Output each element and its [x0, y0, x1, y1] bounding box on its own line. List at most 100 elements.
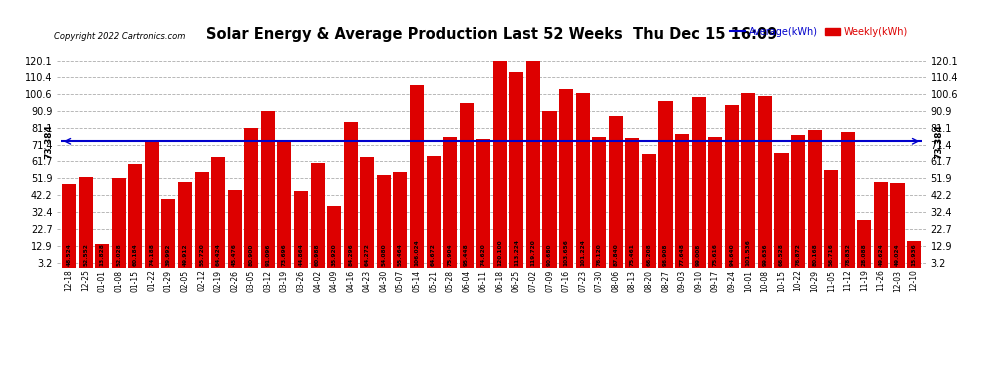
Bar: [692, 97, 706, 268]
Bar: [327, 206, 342, 268]
Bar: [228, 189, 242, 268]
Bar: [626, 138, 640, 268]
Text: 95.448: 95.448: [464, 243, 469, 266]
Bar: [509, 72, 524, 268]
Text: 87.840: 87.840: [613, 243, 619, 266]
Bar: [112, 178, 126, 268]
Text: 64.424: 64.424: [216, 243, 221, 266]
Text: 48.524: 48.524: [66, 243, 71, 266]
Text: 99.008: 99.008: [696, 243, 701, 266]
Text: 77.648: 77.648: [679, 243, 684, 266]
Bar: [841, 132, 854, 268]
Text: 55.464: 55.464: [398, 243, 403, 266]
Bar: [393, 172, 408, 268]
Text: 76.120: 76.120: [597, 243, 602, 266]
Bar: [642, 154, 656, 268]
Text: 101.536: 101.536: [745, 238, 750, 266]
Text: 75.904: 75.904: [447, 243, 452, 266]
Text: 113.224: 113.224: [514, 238, 519, 266]
Text: 96.908: 96.908: [663, 243, 668, 266]
Text: 120.100: 120.100: [497, 239, 502, 266]
Text: 73.696: 73.696: [282, 243, 287, 266]
Text: 60.184: 60.184: [133, 243, 138, 266]
Text: 74.620: 74.620: [481, 243, 486, 266]
Bar: [129, 164, 143, 268]
Text: 49.624: 49.624: [878, 243, 883, 266]
Bar: [559, 89, 573, 268]
Text: 60.988: 60.988: [315, 243, 320, 266]
Text: 13.828: 13.828: [100, 243, 105, 266]
Bar: [178, 182, 192, 268]
Bar: [824, 170, 839, 268]
Bar: [874, 182, 888, 268]
Bar: [526, 61, 540, 268]
Bar: [493, 60, 507, 268]
Bar: [145, 140, 159, 268]
Text: 74.188: 74.188: [149, 243, 154, 266]
Bar: [360, 157, 374, 268]
Text: 44.864: 44.864: [299, 243, 304, 266]
Text: 64.672: 64.672: [431, 243, 436, 266]
Bar: [260, 111, 275, 268]
Bar: [658, 100, 672, 268]
Text: 66.208: 66.208: [646, 243, 651, 266]
Bar: [311, 163, 325, 268]
Bar: [791, 135, 805, 268]
Text: 76.872: 76.872: [796, 243, 801, 266]
Text: 66.528: 66.528: [779, 243, 784, 266]
Text: 15.936: 15.936: [912, 243, 917, 266]
Bar: [444, 137, 457, 268]
Text: 91.096: 91.096: [265, 243, 270, 266]
Bar: [277, 141, 291, 268]
Text: 28.088: 28.088: [862, 243, 867, 266]
Text: 84.296: 84.296: [348, 243, 353, 266]
Text: 99.636: 99.636: [762, 243, 767, 266]
Bar: [344, 122, 357, 268]
Text: 80.900: 80.900: [248, 243, 253, 266]
Text: 103.656: 103.656: [563, 238, 568, 266]
Text: 106.024: 106.024: [415, 239, 420, 266]
Text: 78.832: 78.832: [845, 243, 850, 266]
Text: 45.476: 45.476: [233, 243, 238, 266]
Text: 119.720: 119.720: [531, 239, 536, 266]
Bar: [575, 93, 590, 268]
Text: 54.080: 54.080: [381, 243, 386, 266]
Text: 49.024: 49.024: [895, 243, 900, 266]
Bar: [161, 199, 175, 268]
Bar: [377, 175, 391, 268]
Text: 75.616: 75.616: [713, 243, 718, 266]
Text: Copyright 2022 Cartronics.com: Copyright 2022 Cartronics.com: [54, 32, 186, 41]
Bar: [890, 183, 905, 268]
Bar: [808, 129, 822, 268]
Text: 64.272: 64.272: [364, 243, 370, 266]
Title: Solar Energy & Average Production Last 52 Weeks  Thu Dec 15 16:09: Solar Energy & Average Production Last 5…: [206, 27, 777, 42]
Bar: [95, 244, 109, 268]
Text: 73.384: 73.384: [45, 124, 53, 159]
Bar: [725, 105, 739, 268]
Bar: [774, 153, 789, 268]
Bar: [758, 96, 772, 268]
Bar: [194, 172, 209, 268]
Text: 73.384: 73.384: [934, 124, 942, 159]
Text: 52.028: 52.028: [116, 243, 121, 266]
Bar: [78, 177, 93, 268]
Text: 101.224: 101.224: [580, 238, 585, 266]
Bar: [427, 156, 441, 268]
Text: 39.992: 39.992: [166, 243, 171, 266]
Bar: [742, 93, 755, 268]
Text: 55.720: 55.720: [199, 243, 204, 266]
Bar: [410, 85, 424, 268]
Text: 94.640: 94.640: [730, 243, 735, 266]
Text: 90.680: 90.680: [547, 243, 552, 266]
Bar: [675, 134, 689, 268]
Text: 56.716: 56.716: [829, 243, 834, 266]
Bar: [245, 128, 258, 268]
Bar: [592, 136, 606, 268]
Text: 80.168: 80.168: [812, 243, 817, 266]
Bar: [857, 220, 871, 268]
Text: 52.552: 52.552: [83, 243, 88, 266]
Bar: [459, 103, 474, 268]
Legend: Average(kWh), Weekly(kWh): Average(kWh), Weekly(kWh): [727, 23, 912, 41]
Bar: [708, 137, 723, 268]
Bar: [476, 139, 490, 268]
